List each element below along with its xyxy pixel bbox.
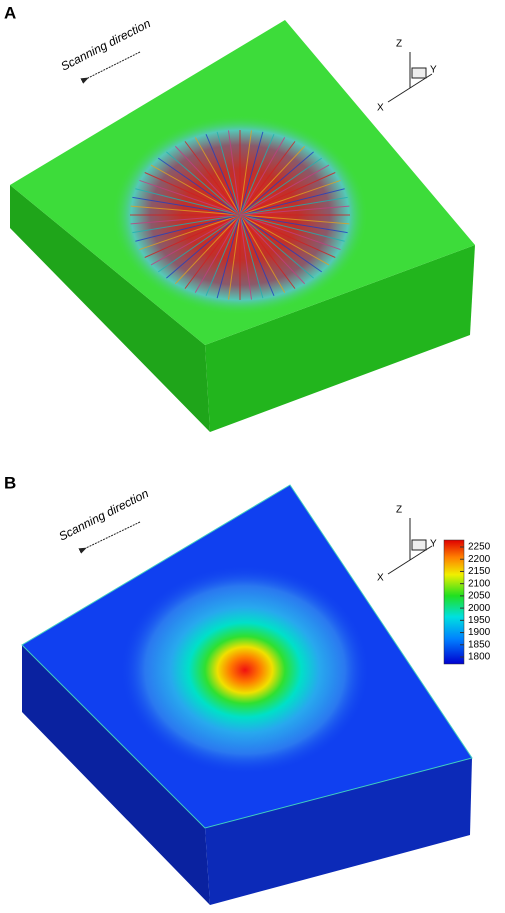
vector — [216, 214, 241, 299]
axis-label: X — [377, 103, 384, 114]
vector — [130, 214, 241, 225]
colorbar-tick-label: 2250 — [468, 542, 491, 553]
block-side — [205, 245, 475, 432]
vector — [239, 188, 345, 216]
vector — [157, 214, 241, 273]
vector — [239, 214, 314, 279]
vector — [228, 130, 241, 216]
colorbar-tick-label: 2100 — [468, 578, 491, 589]
vector — [144, 172, 241, 216]
vector — [144, 214, 241, 258]
vector — [239, 151, 314, 216]
axis-triad — [387, 518, 433, 575]
vector — [205, 133, 241, 216]
vector — [239, 214, 296, 289]
panel-label: B — [4, 473, 16, 492]
arrow — [78, 521, 141, 554]
vector — [166, 214, 241, 279]
vector — [239, 145, 306, 216]
colorbar-tick-label: 1850 — [468, 639, 491, 650]
vector — [239, 214, 286, 293]
block-side — [10, 185, 210, 432]
vector — [239, 205, 350, 216]
arrow — [80, 51, 141, 84]
axis-triad — [387, 52, 433, 103]
vector — [239, 214, 336, 258]
vector — [239, 214, 348, 234]
panel-a: A Scanning direction Z Y X — [4, 3, 475, 432]
vector — [239, 131, 264, 216]
block-side — [22, 645, 210, 905]
colorbar-tick-label: 1800 — [468, 652, 491, 663]
vector — [157, 157, 241, 216]
axis-label: Z — [396, 505, 402, 516]
vector — [139, 214, 241, 251]
vector — [174, 145, 241, 216]
vector — [184, 141, 241, 216]
vector — [239, 214, 330, 266]
axis-label: Z — [396, 39, 402, 50]
vector — [239, 214, 252, 300]
vector — [166, 151, 241, 216]
annotation: Scanning direction — [56, 486, 151, 543]
vector — [239, 214, 264, 299]
colorbar-tick-label: 1900 — [468, 627, 491, 638]
vector — [194, 214, 241, 293]
vector — [239, 214, 350, 225]
colorbar-tick-label: 1950 — [468, 615, 491, 626]
vector — [184, 214, 241, 289]
vector — [239, 137, 286, 216]
colorbar-tick-label: 2050 — [468, 591, 491, 602]
colorbar-tick-label: 2150 — [468, 566, 491, 577]
vector — [239, 196, 348, 216]
colorbar-tick-label: 2200 — [468, 554, 491, 565]
panel-label: A — [4, 3, 16, 22]
vector — [239, 214, 323, 273]
flow-vectors — [130, 130, 350, 300]
vector — [239, 214, 345, 242]
vector — [239, 133, 275, 216]
annotation: Scanning direction — [58, 16, 153, 73]
vector — [239, 179, 341, 216]
axis-label: X — [377, 573, 384, 584]
block-side — [205, 758, 472, 905]
vector — [132, 196, 241, 216]
vector — [239, 141, 296, 216]
vector — [239, 214, 306, 285]
vector — [132, 214, 241, 234]
vector — [150, 164, 241, 216]
vector — [135, 214, 241, 242]
vector — [194, 137, 241, 216]
vector — [239, 172, 336, 216]
vector — [239, 214, 341, 251]
vector — [174, 214, 241, 285]
vector — [150, 214, 241, 266]
vector — [239, 157, 323, 216]
panel-b: B Scanning direction Z Y X 2250220021502… — [4, 473, 491, 905]
axis-label: Y — [430, 65, 437, 76]
colorbar-tick-label: 2000 — [468, 603, 491, 614]
vector — [130, 205, 241, 216]
vector — [139, 179, 241, 216]
vector — [239, 214, 275, 297]
vector — [228, 214, 241, 300]
temperature-field — [120, 565, 370, 775]
vector — [239, 164, 330, 216]
axis-label: Y — [430, 539, 437, 550]
vector — [216, 131, 241, 216]
vector — [239, 130, 252, 216]
colorbar — [443, 539, 465, 665]
vector — [205, 214, 241, 297]
vector — [135, 188, 241, 216]
